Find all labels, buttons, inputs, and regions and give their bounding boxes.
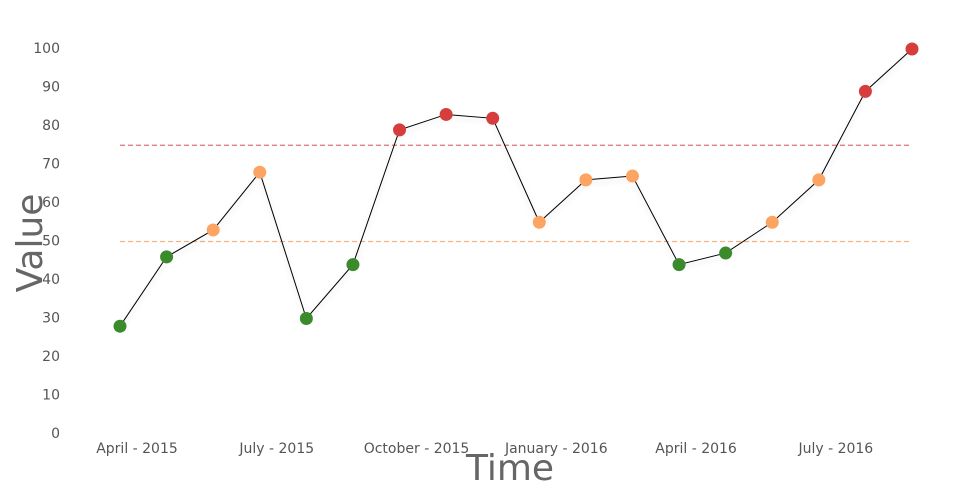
point <box>765 215 779 229</box>
y-tick-label: 0 <box>51 426 60 442</box>
x-axis-title: Time <box>465 448 554 489</box>
y-tick-label: 90 <box>42 80 60 96</box>
point <box>579 173 593 187</box>
point <box>113 319 127 333</box>
y-tick-label: 80 <box>42 118 60 134</box>
x-tick-label: April - 2016 <box>655 441 737 457</box>
point <box>486 111 500 125</box>
point <box>253 165 267 179</box>
y-tick-label: 30 <box>42 311 60 327</box>
y-tick-label: 20 <box>42 349 60 365</box>
point <box>858 84 872 98</box>
point <box>672 258 686 272</box>
y-tick-label: 100 <box>33 41 60 57</box>
point <box>439 107 453 121</box>
x-tick-label: October - 2015 <box>364 441 470 457</box>
point <box>532 215 546 229</box>
x-tick-label: January - 2016 <box>504 441 608 457</box>
point <box>719 246 733 260</box>
y-tick-label: 10 <box>42 388 60 404</box>
point <box>346 258 360 272</box>
point <box>625 169 639 183</box>
point <box>393 123 407 137</box>
x-tick-label: July - 2016 <box>797 441 873 457</box>
y-tick-label: 40 <box>42 272 60 288</box>
point <box>905 42 919 56</box>
line <box>119 48 913 327</box>
y-tick-label: 60 <box>42 195 60 211</box>
point <box>160 250 174 264</box>
x-tick-label: April - 2015 <box>96 441 178 457</box>
point <box>812 173 826 187</box>
point <box>299 312 313 325</box>
point <box>206 223 220 237</box>
y-tick-label: 70 <box>42 157 60 173</box>
y-tick-label: 50 <box>42 234 60 250</box>
y-axis-title: Value <box>10 194 51 293</box>
x-tick-label: July - 2015 <box>238 441 314 457</box>
